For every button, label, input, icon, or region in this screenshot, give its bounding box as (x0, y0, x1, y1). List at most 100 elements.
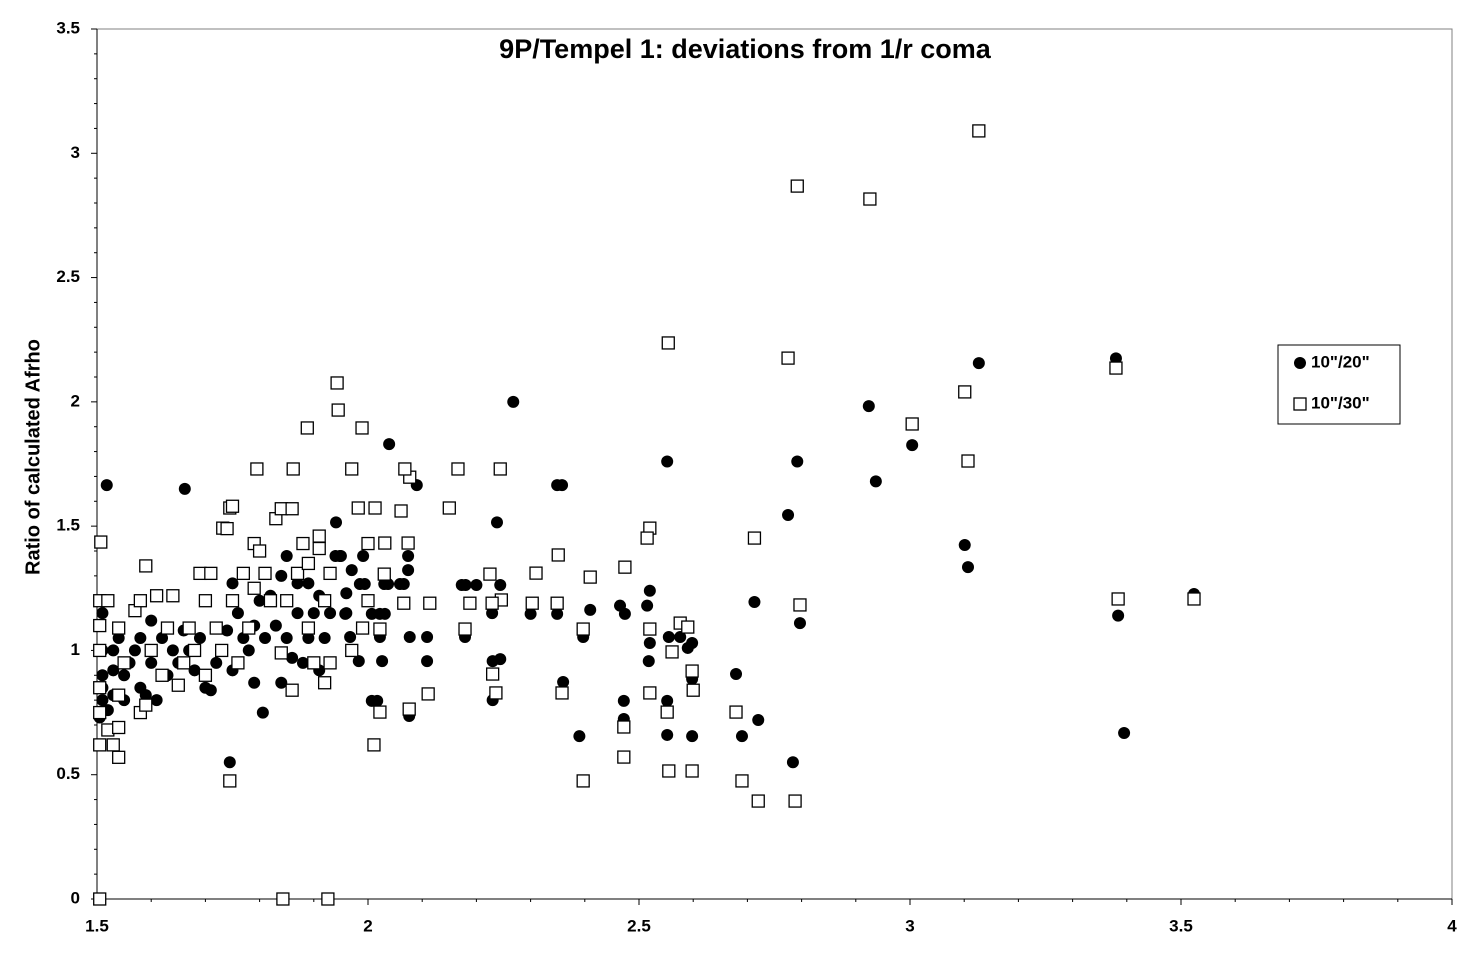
point (383, 438, 396, 451)
point (352, 655, 365, 668)
point (285, 502, 299, 516)
point (94, 535, 108, 549)
point (490, 516, 503, 529)
point (972, 124, 986, 138)
x-tick-label: 3.5 (1169, 916, 1193, 935)
point (107, 664, 120, 677)
point (128, 644, 141, 657)
point (357, 549, 370, 562)
point (365, 694, 378, 707)
point (133, 594, 148, 608)
point (93, 738, 107, 752)
point (351, 501, 365, 515)
point (198, 668, 213, 682)
point (442, 501, 456, 515)
x-tick-label: 3 (905, 916, 914, 935)
point (290, 566, 305, 581)
point (340, 607, 353, 620)
point (373, 705, 387, 719)
point (681, 620, 695, 634)
point (286, 651, 299, 664)
point (373, 622, 387, 636)
point (493, 462, 507, 476)
point (470, 579, 483, 592)
point (524, 607, 537, 620)
point (377, 567, 391, 581)
point (1109, 352, 1122, 365)
point (150, 694, 163, 707)
point (177, 656, 191, 670)
x-tick-label: 2.5 (627, 916, 651, 935)
point (583, 570, 597, 584)
point (393, 578, 406, 591)
point (1187, 592, 1201, 606)
point (643, 584, 656, 597)
y-axis-label: Ratio of calculated Afrho (22, 339, 44, 575)
point (361, 594, 375, 608)
point (275, 676, 288, 689)
point (617, 720, 631, 734)
point (735, 730, 748, 743)
point (225, 594, 240, 608)
point (729, 705, 743, 719)
point (421, 655, 434, 668)
point (155, 668, 169, 682)
point (398, 462, 412, 476)
point (93, 643, 107, 658)
point (345, 462, 359, 476)
point (617, 694, 630, 707)
point (139, 698, 153, 712)
point (489, 686, 503, 700)
point (258, 566, 272, 581)
point (402, 549, 415, 562)
point (276, 892, 290, 906)
point (401, 536, 415, 550)
point (93, 681, 107, 695)
point (274, 646, 288, 660)
point (312, 529, 326, 543)
point (93, 892, 107, 906)
point (862, 400, 875, 413)
point (100, 479, 113, 492)
point (525, 596, 539, 610)
point (209, 621, 223, 635)
chart-title: 9P/Tempel 1: deviations from 1/r coma (499, 34, 992, 64)
point (117, 656, 131, 670)
point (231, 656, 245, 670)
point (178, 482, 191, 495)
point (376, 655, 389, 668)
point (160, 621, 175, 635)
y-tick-label: 2 (71, 391, 80, 410)
plot-area (96, 28, 1453, 900)
point (906, 439, 919, 452)
point (225, 499, 240, 513)
point (661, 455, 674, 468)
x-tick-label: 4 (1447, 916, 1457, 935)
point (340, 587, 353, 600)
point (296, 656, 309, 669)
point (275, 569, 288, 582)
point (112, 720, 126, 735)
point (361, 536, 375, 551)
point (324, 607, 337, 620)
point (280, 549, 293, 562)
point (139, 689, 152, 702)
point (96, 607, 109, 620)
point (317, 594, 332, 608)
point (321, 892, 335, 906)
point (748, 595, 761, 608)
point (1118, 726, 1131, 739)
point (494, 579, 507, 592)
y-tick-label: 0 (71, 888, 80, 907)
point (402, 564, 415, 577)
point (686, 683, 700, 697)
point (791, 455, 804, 468)
point (242, 644, 255, 657)
point (112, 750, 126, 764)
legend-marker (1293, 397, 1307, 411)
point (394, 504, 408, 518)
point (643, 622, 657, 636)
point (226, 577, 239, 590)
x-tick-label: 1.5 (85, 916, 109, 935)
point (302, 632, 315, 644)
